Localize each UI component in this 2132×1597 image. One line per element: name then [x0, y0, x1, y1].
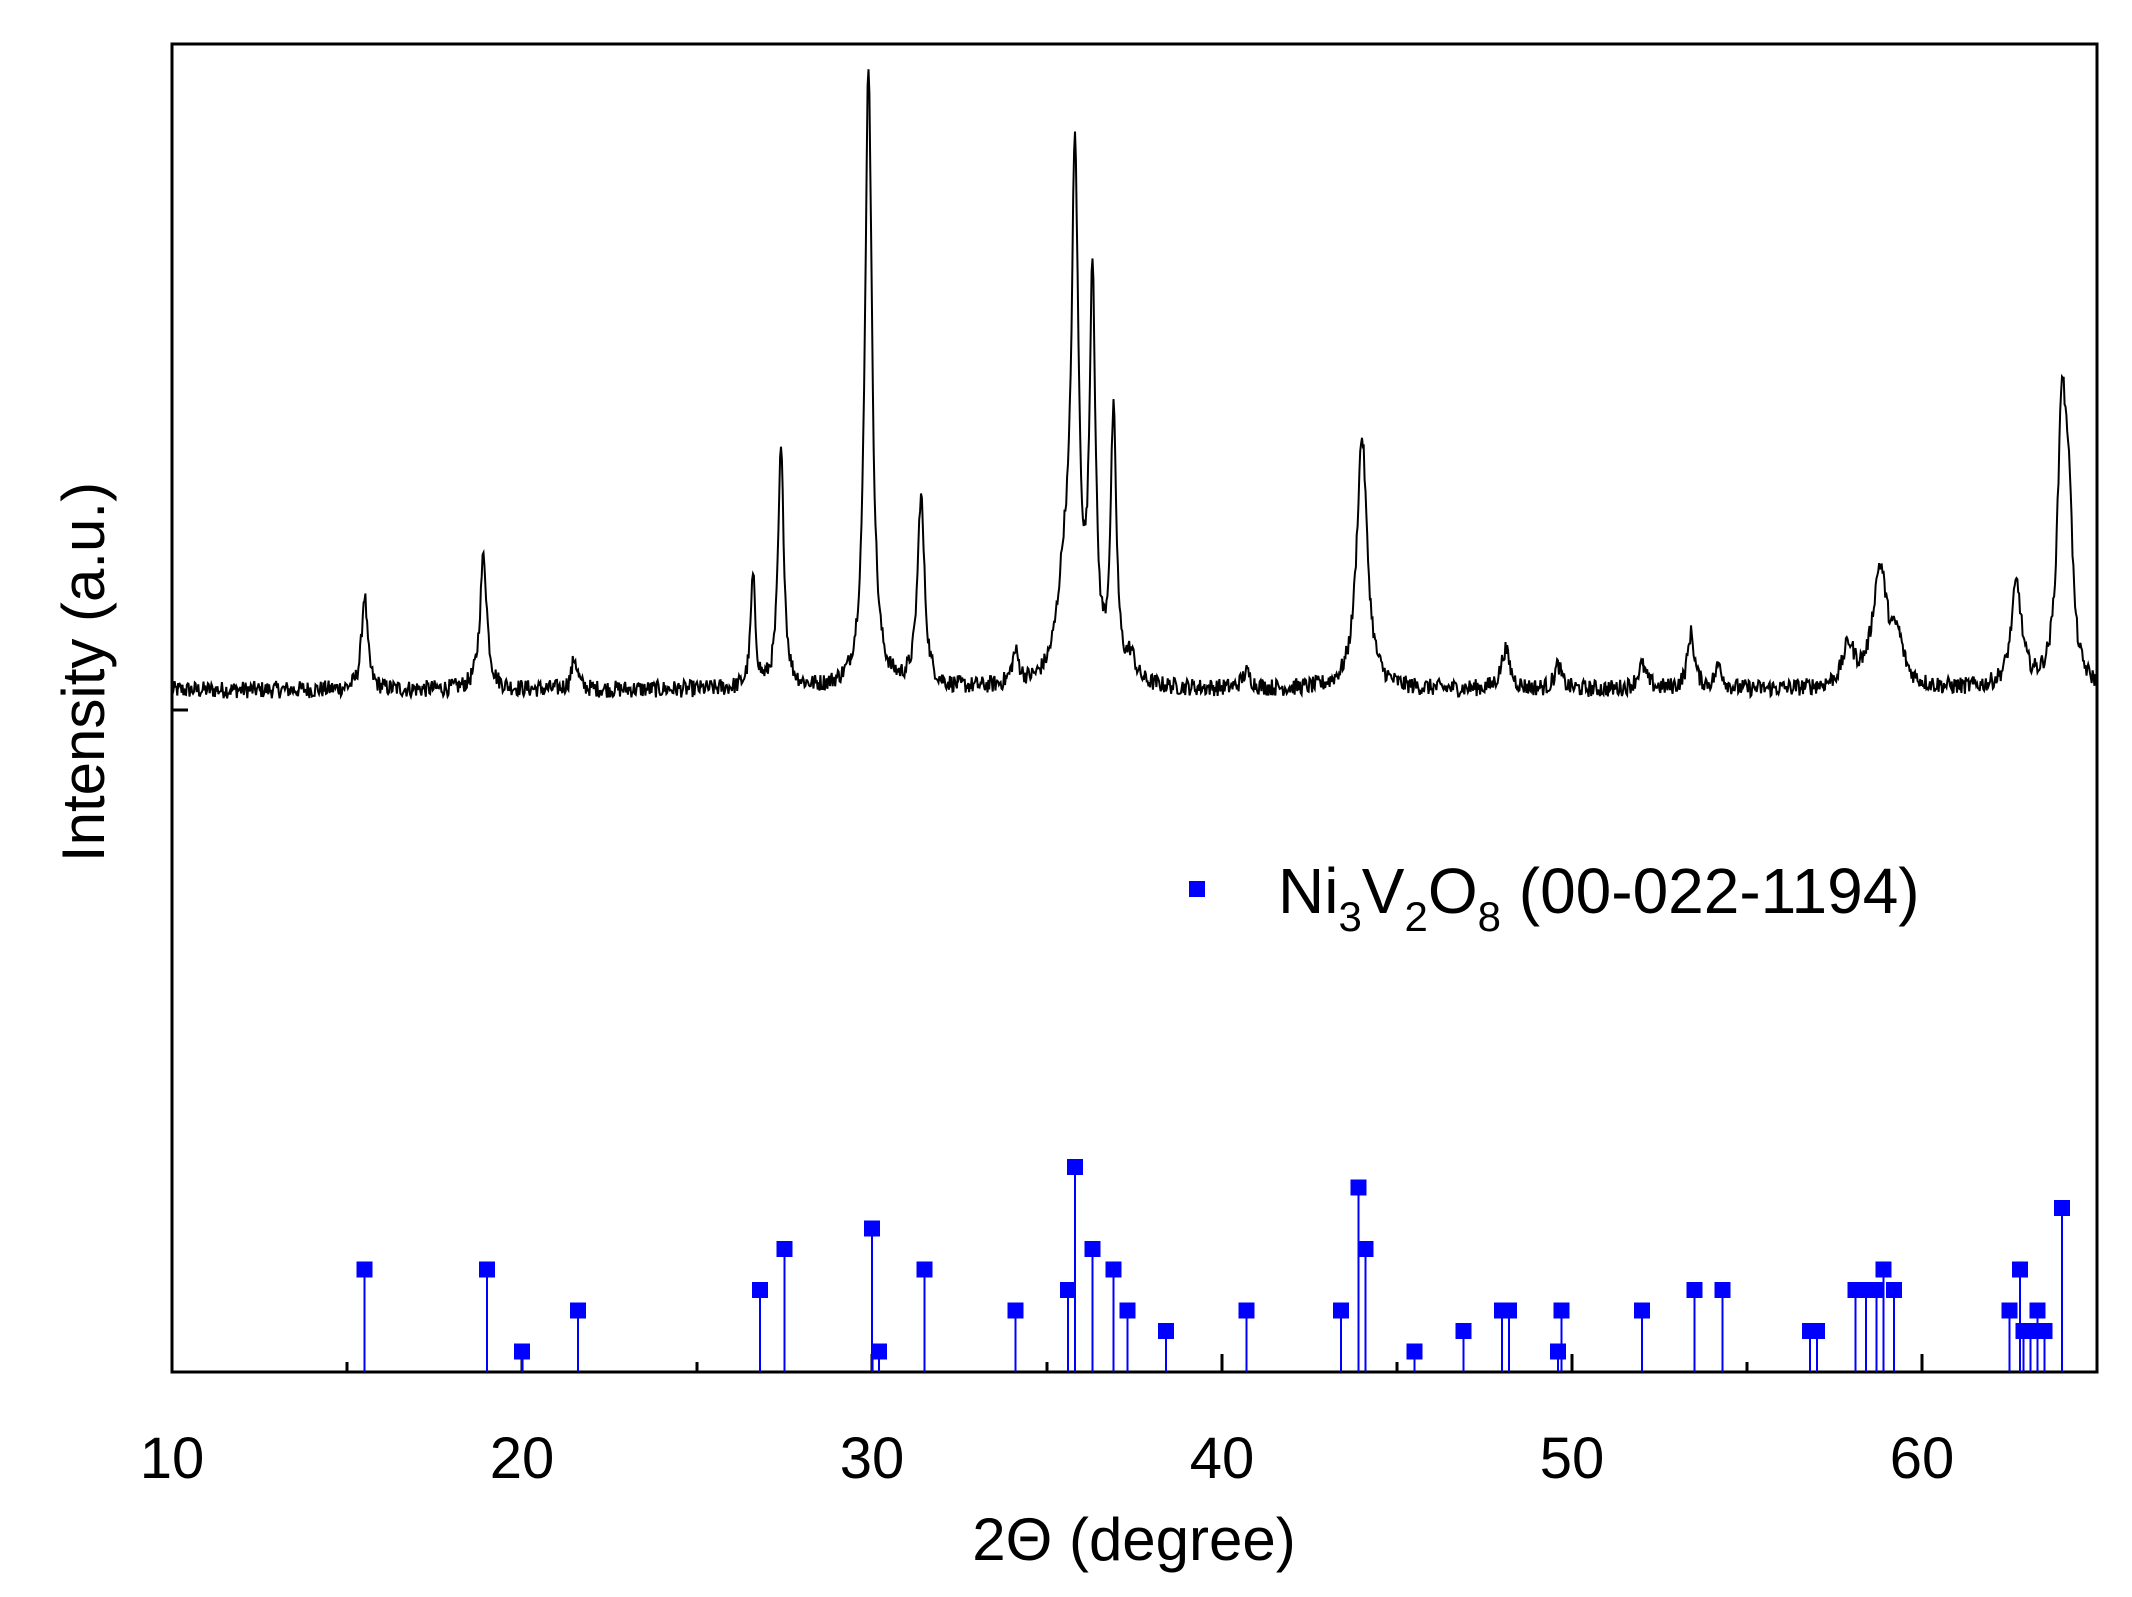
x-tick-label: 30	[840, 1426, 905, 1491]
legend-label: Ni3V2O8 (00-022-1194)	[1278, 855, 1920, 940]
reference-marker	[2012, 1261, 2028, 1278]
xrd-pattern	[171, 69, 2098, 701]
reference-marker	[1553, 1302, 1570, 1319]
reference-marker	[1455, 1323, 1472, 1339]
x-tick-label: 40	[1190, 1426, 1255, 1491]
reference-marker	[752, 1282, 768, 1298]
reference-marker	[1333, 1302, 1349, 1319]
legend-text-ni: Ni	[1278, 855, 1338, 927]
reference-marker	[1238, 1302, 1255, 1319]
reference-marker	[1875, 1261, 1892, 1278]
reference-marker	[1634, 1302, 1650, 1319]
legend-text-o: O	[1428, 855, 1478, 927]
reference-marker	[1406, 1343, 1423, 1360]
reference-marker	[1067, 1159, 1083, 1175]
reference-marker	[1105, 1261, 1122, 1278]
reference-marker	[1084, 1241, 1101, 1257]
reference-marker	[1060, 1282, 1076, 1298]
reference-marker	[356, 1261, 373, 1278]
plot-frame	[170, 42, 2099, 1374]
reference-marker	[776, 1241, 793, 1257]
reference-marker	[864, 1220, 880, 1237]
x-axis-ticks: 10 20 30 40 50 60	[140, 1354, 2099, 1491]
reference-marker	[871, 1343, 887, 1360]
x-tick-label: 50	[1540, 1426, 1605, 1491]
legend-marker	[1189, 881, 1205, 897]
x-tick-label: 20	[490, 1426, 555, 1491]
reference-marker	[2022, 1323, 2039, 1339]
y-axis-title: Intensity (a.u.)	[50, 482, 117, 862]
reference-marker	[514, 1343, 530, 1360]
reference-marker	[479, 1261, 495, 1278]
reference-marker	[2029, 1302, 2046, 1319]
reference-marker	[570, 1302, 586, 1319]
reference-marker	[1501, 1302, 1517, 1319]
legend: Ni3V2O8 (00-022-1194)	[1189, 855, 1920, 940]
reference-marker	[2001, 1302, 2018, 1319]
xrd-pattern-line	[171, 69, 2098, 701]
y-axis-ticks	[172, 708, 188, 1374]
reference-marker	[1550, 1343, 1566, 1360]
reference-marker	[1686, 1282, 1703, 1298]
legend-sub-3: 3	[1338, 893, 1361, 940]
legend-text-tail: (00-022-1194)	[1501, 855, 1920, 927]
reference-stick-pattern	[356, 1159, 2070, 1372]
reference-marker	[1886, 1282, 1902, 1298]
reference-marker	[916, 1261, 933, 1278]
legend-sub-2: 2	[1404, 893, 1427, 940]
reference-marker	[1809, 1323, 1825, 1339]
legend-text-v: V	[1362, 855, 1405, 927]
x-axis-title: 2Θ (degree)	[972, 1506, 1296, 1573]
reference-marker	[2054, 1200, 2070, 1216]
reference-marker	[1714, 1282, 1731, 1298]
x-tick-label: 60	[1890, 1426, 1955, 1491]
reference-marker	[1158, 1323, 1174, 1339]
reference-marker	[1350, 1179, 1367, 1196]
x-tick-label: 10	[140, 1426, 205, 1491]
reference-marker	[1007, 1302, 1024, 1319]
reference-marker	[1868, 1282, 1885, 1298]
reference-marker	[2036, 1323, 2053, 1339]
reference-marker	[1119, 1302, 1136, 1319]
legend-sub-8: 8	[1478, 893, 1501, 940]
reference-marker	[1357, 1241, 1374, 1257]
